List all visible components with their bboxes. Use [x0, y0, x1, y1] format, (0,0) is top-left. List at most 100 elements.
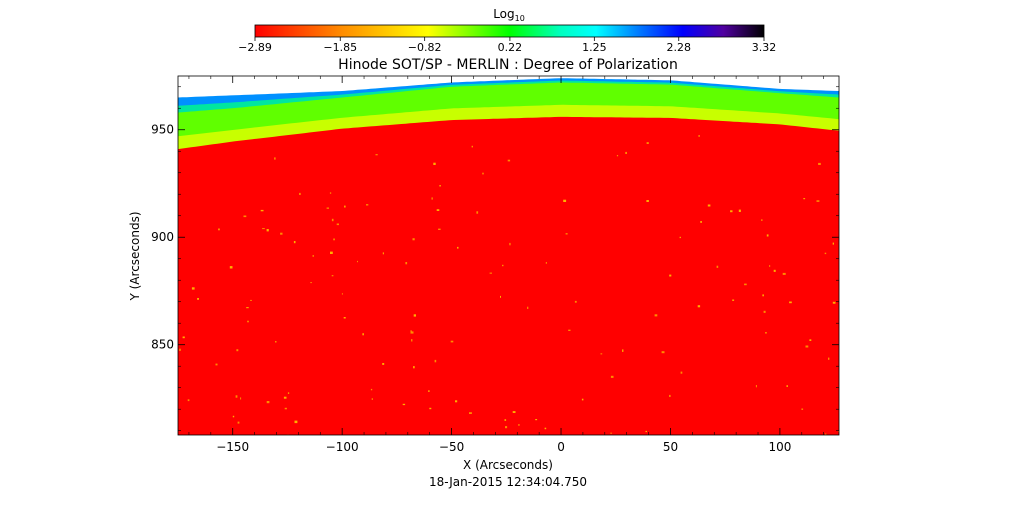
speckle — [344, 205, 346, 208]
speckle — [215, 363, 218, 366]
speckle — [299, 192, 301, 195]
speckle — [250, 299, 252, 301]
colorbar-tick-label: −0.82 — [408, 41, 442, 54]
x-tick-label: −150 — [216, 440, 249, 454]
speckle — [191, 287, 195, 290]
speckle — [312, 255, 314, 257]
speckle — [412, 238, 415, 241]
speckle — [669, 394, 671, 397]
speckle — [707, 204, 711, 207]
speckle — [809, 339, 812, 341]
speckle — [371, 398, 373, 400]
speckle — [600, 353, 603, 355]
polarization-speckles — [179, 135, 839, 435]
speckle — [283, 396, 287, 399]
speckle — [237, 421, 240, 424]
speckle — [489, 272, 492, 274]
speckle — [824, 252, 827, 255]
x-axis-label: X (Arcseconds) — [463, 458, 553, 472]
speckle — [429, 407, 432, 410]
speckle — [502, 264, 504, 267]
speckle — [763, 310, 766, 313]
speckle — [235, 395, 238, 398]
speckle — [574, 300, 577, 303]
speckle — [428, 390, 430, 392]
speckle — [247, 320, 249, 323]
speckle — [357, 260, 358, 263]
speckle — [275, 341, 277, 343]
speckle — [825, 433, 827, 435]
x-axis: −150 −100 −50 0 50 100 — [188, 76, 824, 454]
speckle — [471, 145, 473, 148]
speckle — [568, 329, 571, 331]
speckle — [565, 233, 568, 235]
speckle — [544, 427, 547, 430]
speckle — [838, 430, 839, 433]
speckle — [661, 351, 665, 354]
x-tick-label: 0 — [557, 440, 565, 454]
speckle — [646, 142, 649, 144]
speckle — [343, 317, 346, 319]
speckle — [518, 424, 520, 426]
speckle — [744, 283, 747, 286]
speckle — [336, 223, 339, 226]
y-tick-label: 950 — [151, 123, 174, 137]
speckle — [697, 305, 701, 308]
speckle — [331, 218, 334, 222]
solar-disk-region — [178, 116, 839, 435]
speckle — [476, 211, 479, 214]
speckle — [326, 207, 329, 209]
speckle — [246, 307, 249, 309]
speckle — [402, 403, 406, 406]
speckle — [789, 301, 792, 304]
speckle — [509, 242, 511, 246]
speckle — [832, 301, 836, 304]
y-axis: 850 900 950 — [151, 86, 839, 432]
speckle — [341, 293, 343, 295]
speckle — [329, 192, 332, 194]
speckle — [504, 419, 507, 421]
speckle — [505, 426, 508, 429]
speckle — [766, 234, 769, 237]
speckle — [669, 274, 672, 277]
speckle — [260, 209, 264, 212]
speckle — [786, 385, 788, 387]
speckle — [366, 204, 369, 206]
chart-title: Hinode SOT/SP - MERLIN : Degree of Polar… — [338, 57, 678, 73]
speckle — [761, 219, 763, 221]
speckle — [436, 209, 440, 211]
speckle — [469, 412, 472, 414]
speckle — [622, 349, 624, 352]
colorbar-tick-label: 0.22 — [498, 41, 523, 54]
speckle — [680, 371, 683, 374]
colorbar-tick-label: 1.25 — [582, 41, 607, 54]
speckle — [370, 388, 373, 391]
x-tick-label: −50 — [439, 440, 464, 454]
speckle — [236, 349, 239, 352]
speckle — [287, 392, 290, 394]
speckle — [433, 162, 436, 165]
speckle — [240, 397, 242, 400]
speckle — [413, 366, 415, 369]
speckle — [818, 162, 821, 165]
colorbar-tick-label: −2.89 — [238, 41, 272, 54]
speckle — [179, 348, 181, 351]
speckle — [738, 209, 741, 212]
speckle — [229, 266, 233, 269]
speckle — [832, 242, 834, 245]
speckle — [545, 262, 547, 264]
speckle — [679, 236, 681, 239]
speckle — [646, 200, 649, 202]
speckle — [801, 408, 804, 410]
speckle — [535, 419, 538, 421]
speckle — [333, 238, 335, 241]
y-tick-label: 900 — [151, 230, 174, 244]
speckle — [527, 306, 529, 309]
speckle — [769, 265, 771, 267]
speckle — [773, 269, 776, 272]
speckle — [805, 345, 809, 348]
speckle — [698, 135, 700, 137]
speckle — [700, 221, 702, 223]
speckle — [762, 294, 764, 297]
